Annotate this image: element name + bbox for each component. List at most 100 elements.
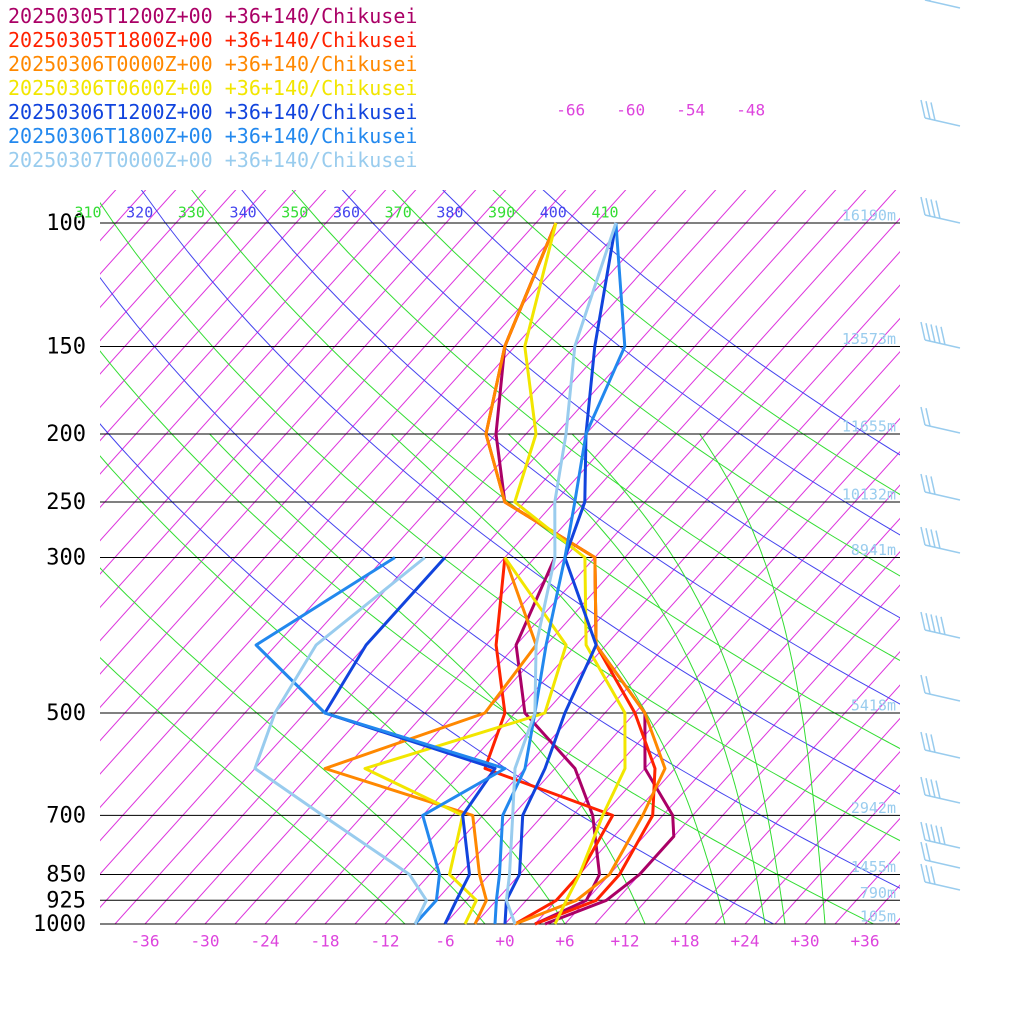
isotherm-line xyxy=(100,190,657,809)
dewpoint-profile-line xyxy=(323,556,497,925)
dry-adiabat-line xyxy=(492,190,900,496)
dry-adiabat-line xyxy=(241,190,900,705)
isotherm-line xyxy=(0,67,46,924)
isotherm-line xyxy=(564,551,900,924)
moist-adiabat-line xyxy=(699,433,826,924)
isotherm-line xyxy=(100,190,207,309)
temperature-tick-label: -30 xyxy=(191,932,220,951)
isotherm-line xyxy=(324,284,900,924)
temperature-profile-line xyxy=(484,222,667,926)
isotherm-line xyxy=(100,190,747,909)
isotherm-line xyxy=(100,190,417,542)
temperature-tick-label: +30 xyxy=(791,932,820,951)
isotherm-line xyxy=(100,190,537,675)
pressure-tick-label: 250 xyxy=(46,490,86,515)
dewpoint-profile-line xyxy=(254,556,507,926)
temperature-tick-label: +18 xyxy=(671,932,700,951)
moist-adiabat-line xyxy=(100,657,406,924)
upper-temperature-label: -54 xyxy=(676,101,705,120)
isotherm-line xyxy=(684,684,900,924)
isotherm-line xyxy=(0,67,16,924)
isotherm-line xyxy=(624,617,900,924)
legend-entry: 20250306T0600Z+00 +36+140/Chikusei xyxy=(8,76,418,100)
wind-barb xyxy=(920,611,961,639)
wind-barb xyxy=(920,776,961,804)
wind-barb xyxy=(920,406,961,434)
isotherm-line xyxy=(100,190,447,575)
theta-label: 360 xyxy=(333,204,360,222)
temperature-tick-label: -18 xyxy=(311,932,340,951)
wind-barb xyxy=(920,821,961,849)
wind-barb xyxy=(920,473,961,501)
pressure-tick-label: 500 xyxy=(46,701,86,726)
theta-label: 370 xyxy=(385,204,412,222)
isotherm-line xyxy=(714,717,900,924)
isotherm-line xyxy=(174,190,837,924)
isotherm-line xyxy=(100,190,597,742)
theta-label: 330 xyxy=(178,204,205,222)
height-label: 13573m xyxy=(842,330,896,348)
temperature-tick-label: +0 xyxy=(495,932,514,951)
theta-label: 310 xyxy=(74,204,101,222)
legend-entry: 20250307T0000Z+00 +36+140/Chikusei xyxy=(8,148,418,172)
temperature-profile-line xyxy=(513,222,627,925)
isotherm-line xyxy=(100,190,177,275)
temperature-tick-label: -24 xyxy=(251,932,280,951)
wind-barb xyxy=(920,841,961,869)
dry-adiabat-line xyxy=(291,190,900,662)
height-label: 16190m xyxy=(842,207,896,225)
isotherm-line xyxy=(444,417,900,924)
isotherm-line xyxy=(100,190,627,775)
moist-adiabat-line xyxy=(507,433,766,924)
isotherm-line xyxy=(894,917,900,924)
legend-entry: 20250305T1800Z+00 +36+140/Chikusei xyxy=(8,28,418,52)
wind-barb xyxy=(920,863,961,891)
theta-label: 350 xyxy=(281,204,308,222)
height-label: 105m xyxy=(860,908,896,926)
pressure-tick-label: 100 xyxy=(46,211,86,236)
upper-temperature-label: -48 xyxy=(736,101,765,120)
isotherm-line xyxy=(204,190,867,924)
isotherm-line xyxy=(100,190,687,842)
isotherm-line xyxy=(100,190,477,609)
temperature-tick-label: -6 xyxy=(435,932,454,951)
pressure-tick-label: 150 xyxy=(46,334,86,359)
isotherm-line xyxy=(100,190,297,409)
upper-temperature-label: -66 xyxy=(556,101,585,120)
moist-adiabat-line xyxy=(100,455,566,924)
isotherm-line xyxy=(594,584,900,924)
moist-adiabat-line xyxy=(209,433,646,924)
isotherm-line xyxy=(414,384,900,924)
upper-temperature-label: -60 xyxy=(616,101,645,120)
legend-entry: 20250305T1200Z+00 +36+140/Chikusei xyxy=(8,4,418,28)
theta-label: 340 xyxy=(230,204,257,222)
isotherm-line xyxy=(955,67,1024,924)
temperature-tick-label: +6 xyxy=(555,932,574,951)
isotherm-line xyxy=(100,190,117,209)
isotherm-line xyxy=(264,217,900,924)
theta-label: 390 xyxy=(488,204,515,222)
dewpoint-profile-line xyxy=(253,556,428,925)
isobar-lines xyxy=(100,222,900,925)
dry-adiabat-line xyxy=(140,190,900,795)
moist-adiabat-line xyxy=(571,433,786,924)
dry-adiabat-line xyxy=(100,201,900,842)
dewpoint-profile-line xyxy=(323,556,538,925)
temperature-tick-label: +24 xyxy=(731,932,760,951)
pressure-tick-label: 850 xyxy=(46,863,86,888)
pressure-tick-label: 925 xyxy=(46,888,86,913)
isotherm-line xyxy=(474,451,900,924)
dry-adiabat-line xyxy=(341,190,900,619)
dry-adiabat-line xyxy=(442,190,900,536)
isotherm-line xyxy=(294,251,900,924)
wind-barb xyxy=(920,731,961,759)
legend-entry: 20250306T1200Z+00 +36+140/Chikusei xyxy=(8,100,418,124)
pressure-tick-label: 700 xyxy=(46,803,86,828)
isotherm-line xyxy=(100,190,237,342)
isotherm-line xyxy=(804,817,900,924)
isotherm-line xyxy=(100,190,567,709)
wind-barbs xyxy=(920,0,961,891)
temperature-tick-label: +36 xyxy=(851,932,880,951)
